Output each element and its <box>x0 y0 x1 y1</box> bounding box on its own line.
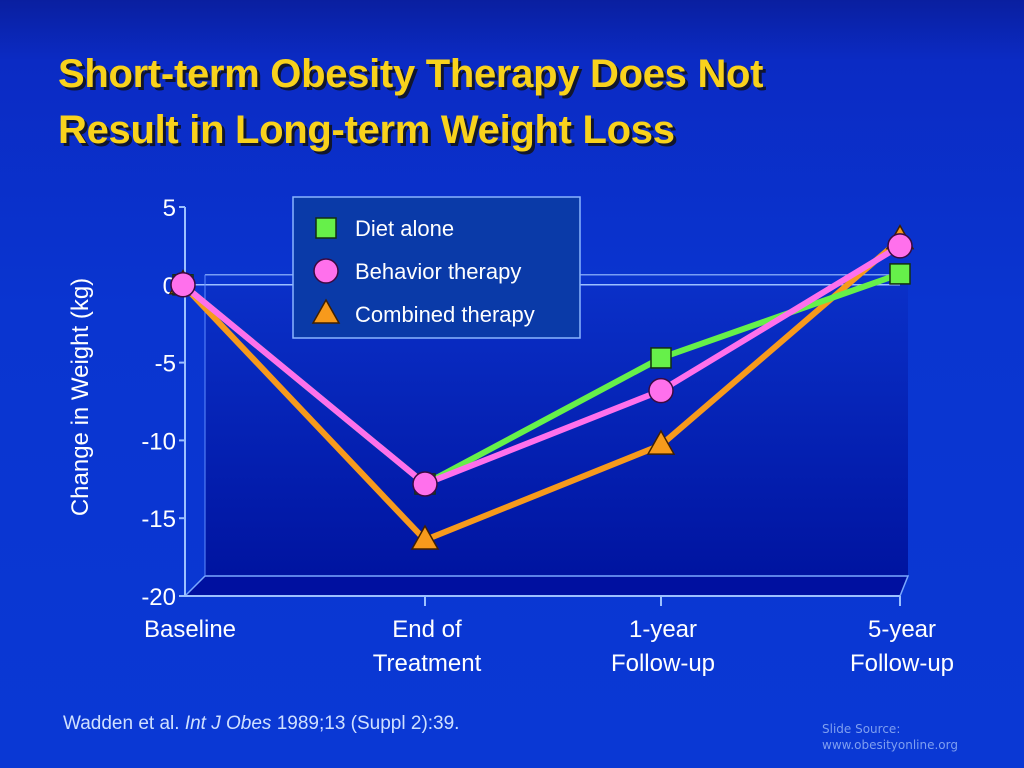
legend: Diet alone Behavior therapy Combined thera… <box>292 196 581 339</box>
legend-box <box>292 196 581 339</box>
x-tick-label: Baseline <box>144 616 236 643</box>
y-tick-label: -5 <box>155 351 176 378</box>
citation-authors: Wadden et al. <box>63 713 180 734</box>
legend-label-diet: Diet alone <box>355 216 454 241</box>
legend-marker-behavior <box>313 258 339 284</box>
legend-marker-diet <box>315 217 337 239</box>
series-line-combined <box>180 237 902 543</box>
x-tick-label: 1-year Follow-up <box>611 616 715 677</box>
y-tick-label: -15 <box>141 506 176 533</box>
citation-details: 1989;13 (Suppl 2):39. <box>276 713 460 734</box>
citation-journal: Int J Obes <box>184 713 272 734</box>
x-tick-label-line: End of <box>392 616 462 643</box>
x-tick-label-line: Follow-up <box>850 650 954 677</box>
y-axis-label: Change in Weight (kg) <box>67 278 94 516</box>
x-tick-label-line: 1-year <box>629 616 697 643</box>
x-tick-label: 5-year Follow-up <box>850 616 954 677</box>
data-point-diet <box>889 263 911 285</box>
legend-label-combined: Combined therapy <box>355 302 535 327</box>
data-point-combined <box>410 524 440 550</box>
source-label: Slide Source: <box>822 722 901 736</box>
title-line-2: Result in Long-term Weight Loss <box>58 108 675 152</box>
y-tick-label: -10 <box>141 428 176 455</box>
data-point-combined <box>646 429 676 455</box>
y-tick-label: -20 <box>141 584 176 611</box>
y-tick-label: 5 <box>163 195 176 222</box>
x-tick-label-line: Treatment <box>373 650 482 677</box>
x-tick-label-line: 5-year <box>868 616 936 643</box>
data-point-behavior <box>648 377 674 404</box>
citation: Wadden et al. Int J Obes 1989;13 (Suppl … <box>63 713 459 735</box>
data-point-behavior <box>887 233 913 259</box>
source-url: www.obesityonline.org <box>822 738 958 752</box>
data-point-behavior <box>170 272 196 298</box>
x-tick-label: End of Treatment <box>373 616 482 677</box>
data-point-behavior <box>412 471 438 497</box>
slide-title: Short-term Obesity Therapy Does Not Resu… <box>58 46 958 158</box>
data-point-diet <box>650 347 672 369</box>
x-tick-label-line: Follow-up <box>611 650 715 677</box>
series-line-behavior <box>181 243 902 487</box>
series-behavior <box>170 233 913 497</box>
plot-floor <box>183 575 910 597</box>
title-line-1: Short-term Obesity Therapy Does Not <box>58 52 764 96</box>
legend-label-behavior: Behavior therapy <box>355 259 521 284</box>
slide-source: Slide Source: www.obesityonline.org <box>822 721 958 753</box>
legend-marker-combined <box>311 298 341 324</box>
x-tick-label-line: Baseline <box>144 616 236 643</box>
